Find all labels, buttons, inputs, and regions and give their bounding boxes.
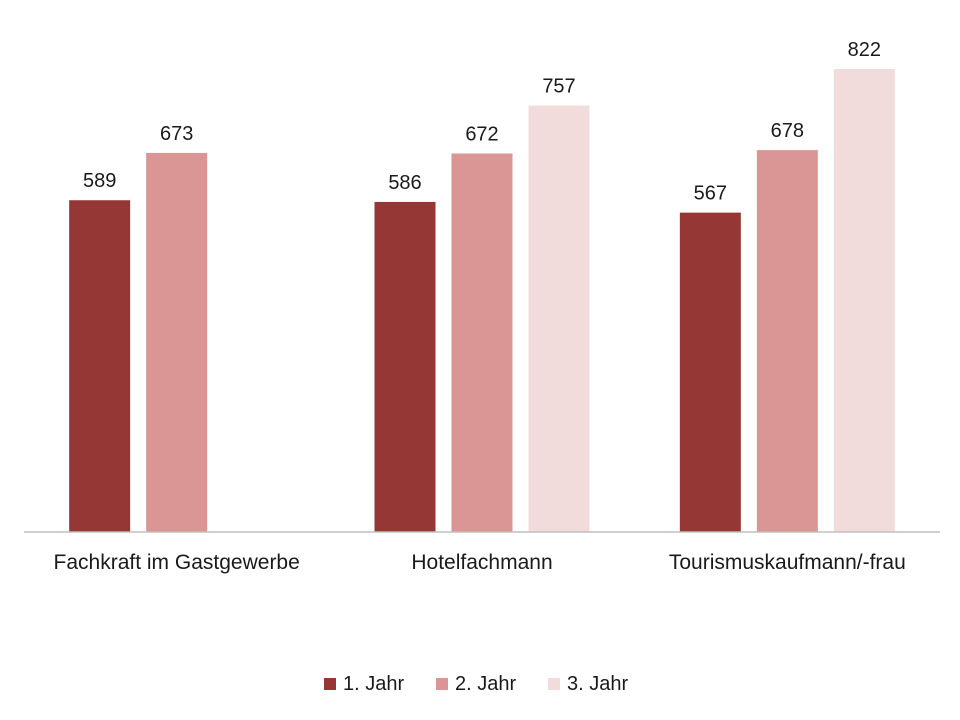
bar-2-series-2 — [451, 153, 513, 532]
value-label-3-series-1: 567 — [694, 183, 727, 205]
value-label-3-series-2: 678 — [771, 120, 804, 142]
legend-swatch-3 — [548, 678, 560, 690]
bar-2-series-1 — [374, 201, 436, 532]
bars-layer — [69, 69, 895, 533]
value-label-3-series-3: 822 — [848, 39, 881, 61]
bar-3-series-2 — [756, 150, 818, 532]
category-label-1: Fachkraft im Gastgewerbe — [54, 551, 300, 574]
bar-3-series-1 — [679, 212, 741, 532]
legend-label-2: 2. Jahr — [455, 673, 516, 695]
value-labels-layer: 589 673 586 672 757 567 678 822 — [83, 39, 881, 205]
legend-label-1: 1. Jahr — [343, 673, 404, 695]
category-label-2: Hotelfachmann — [411, 551, 552, 574]
bar-1-series-1 — [69, 200, 131, 532]
category-label-3: Tourismuskaufmann/-frau — [669, 551, 906, 574]
legend-label-3: 3. Jahr — [567, 673, 628, 695]
bar-2-series-3 — [528, 105, 590, 532]
value-label-2-series-2: 672 — [465, 123, 498, 145]
legend: 1. Jahr 2. Jahr 3. Jahr — [324, 673, 628, 695]
bar-1-series-2 — [146, 152, 208, 533]
value-label-1-series-1: 589 — [83, 170, 116, 192]
bar-3-series-3 — [833, 69, 895, 532]
value-label-2-series-3: 757 — [542, 76, 575, 98]
legend-swatch-2 — [436, 678, 448, 690]
category-labels-layer: Fachkraft im Gastgewerbe Hotelfachmann Tou… — [54, 551, 906, 574]
value-label-2-series-1: 586 — [388, 172, 421, 194]
value-label-1-series-2: 673 — [160, 123, 193, 145]
legend-swatch-1 — [324, 678, 336, 690]
